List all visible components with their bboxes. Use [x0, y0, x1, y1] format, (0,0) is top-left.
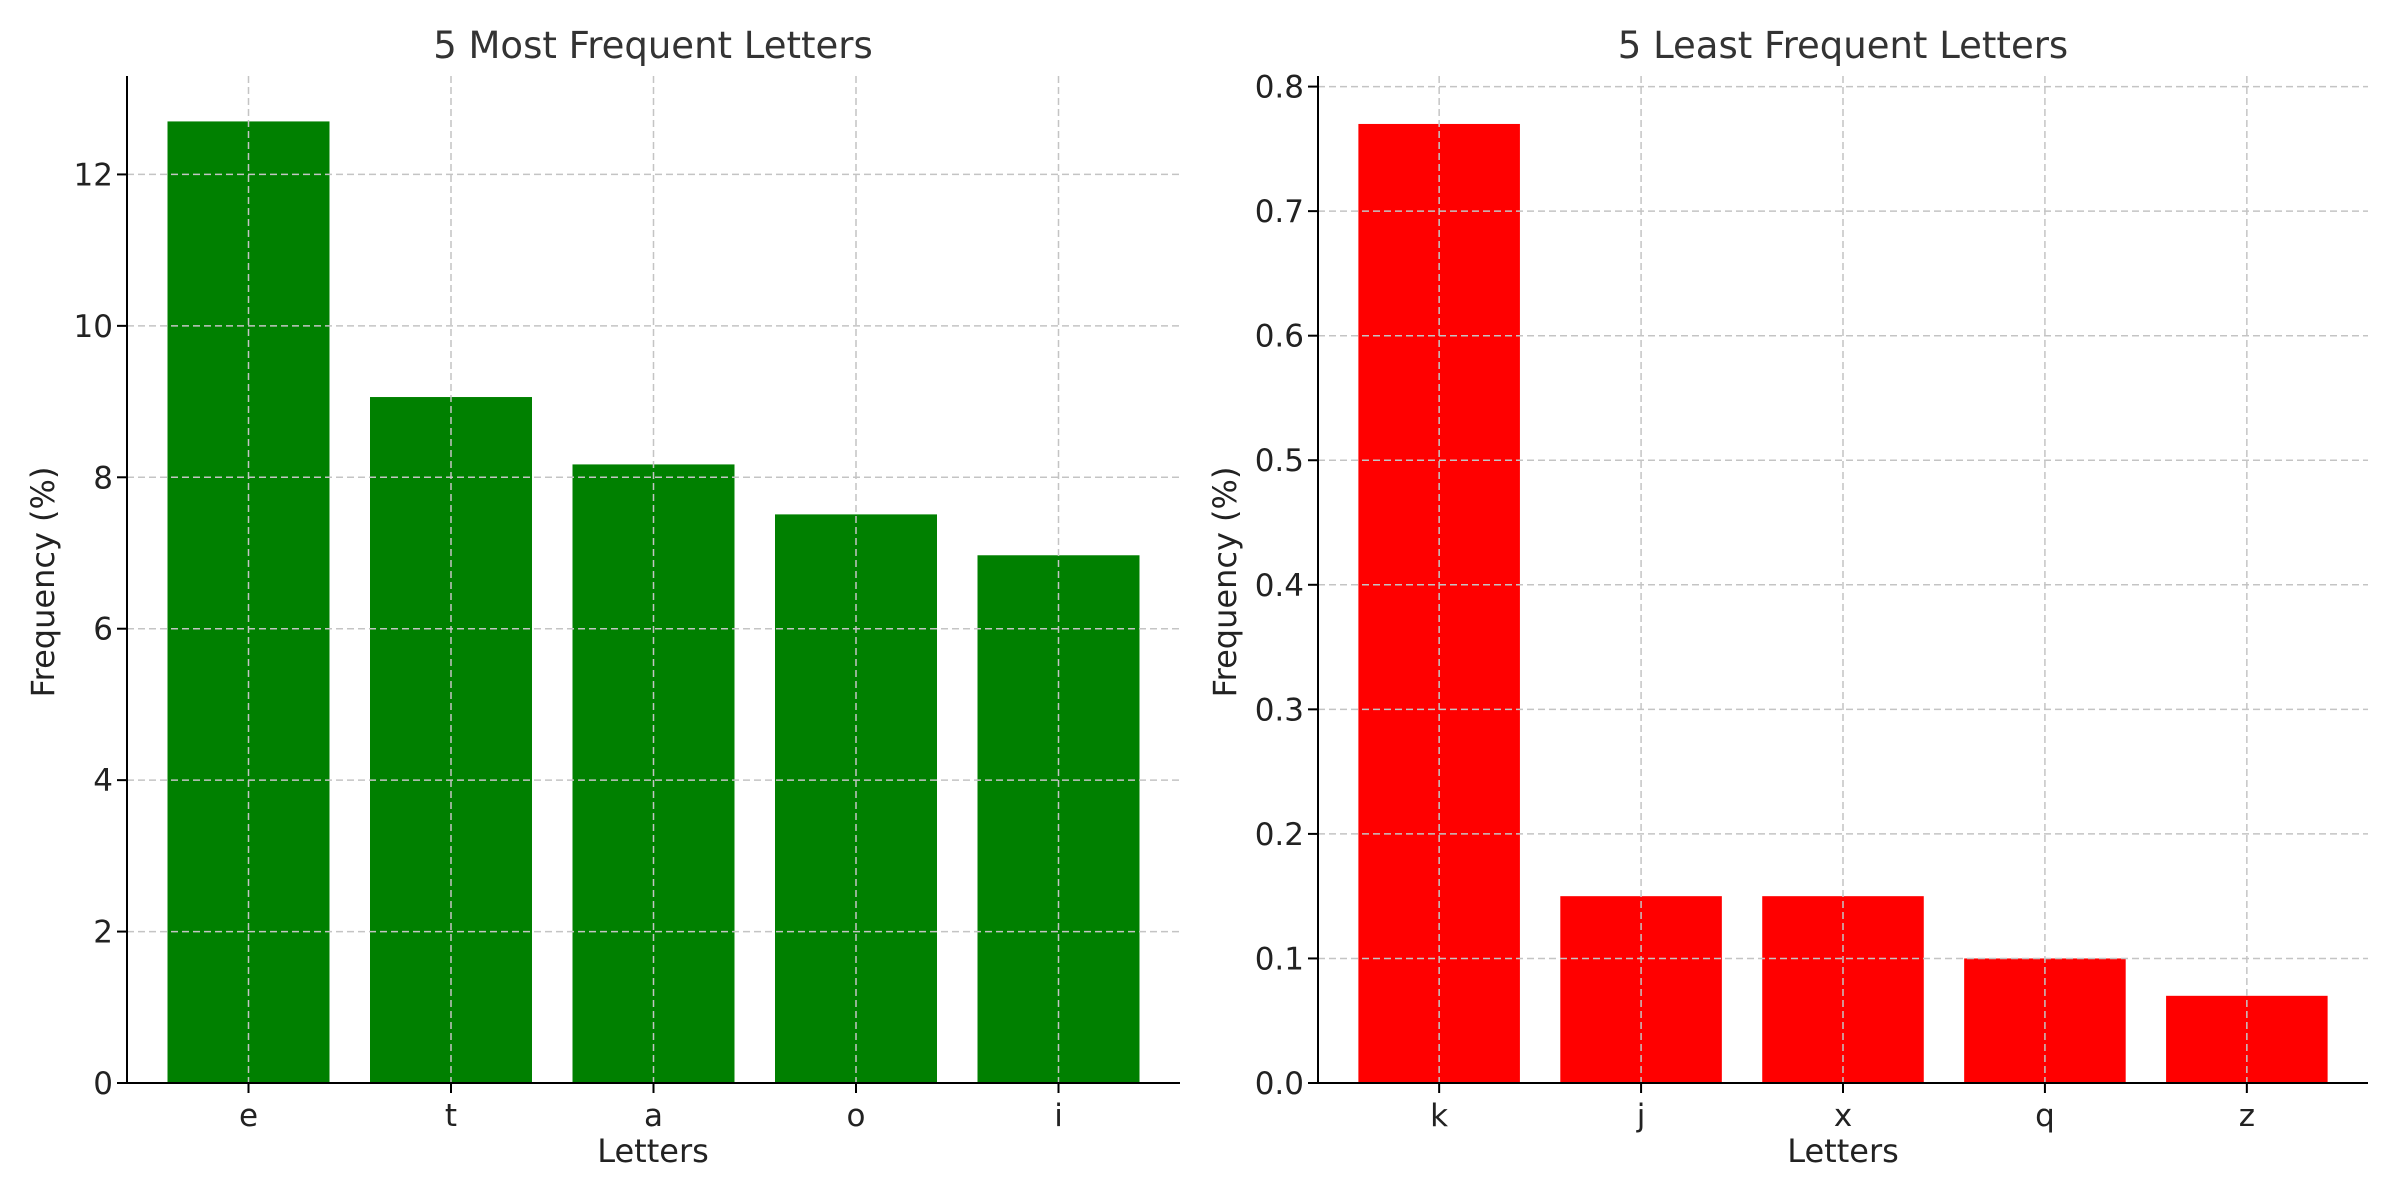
grid [127, 76, 1180, 1084]
y-tick-label: 0.6 [1255, 319, 1304, 355]
chart-title: 5 Most Frequent Letters [433, 24, 873, 67]
x-tick-label: i [1054, 1098, 1063, 1134]
x-tick-label: x [1834, 1098, 1852, 1134]
bar-e [167, 121, 330, 1083]
y-tick-label: 0.8 [1255, 70, 1304, 106]
x-tick-label: t [445, 1098, 457, 1134]
y-tick-label: 0.2 [1255, 817, 1304, 853]
tick-labels: 0.0 0.1 0.2 0.3 0.4 0.5 0.6 0.7 0.8 k j x q z [1255, 70, 2255, 1134]
x-tick-label: j [1636, 1098, 1646, 1134]
chart-title: 5 Least Frequent Letters [1618, 24, 2068, 67]
y-tick-label: 4 [93, 763, 113, 799]
y-tick-label: 2 [93, 915, 113, 951]
x-axis-label: Letters [597, 1132, 709, 1170]
y-tick-label: 10 [74, 309, 113, 345]
y-tick-label: 12 [74, 157, 113, 193]
x-tick-label: a [644, 1098, 663, 1134]
y-axis-label: Frequency (%) [1206, 467, 1244, 698]
x-tick-label: z [2239, 1098, 2255, 1134]
y-axis-label: Frequency (%) [24, 467, 62, 698]
y-tick-label: 0.0 [1255, 1066, 1304, 1102]
y-tick-label: 0.1 [1255, 941, 1304, 977]
x-axis-label: Letters [1787, 1132, 1899, 1170]
chart-panel-least-frequent: 5 Least Frequent Letters 0.0 0.1 0.2 0.3 0.4… [1206, 24, 2368, 1170]
y-tick-label: 0.7 [1255, 194, 1304, 230]
x-tick-label: o [847, 1098, 866, 1134]
y-tick-label: 0.4 [1255, 568, 1304, 604]
y-tick-label: 0.5 [1255, 443, 1304, 479]
axes [1308, 76, 2368, 1093]
tick-labels: 0 2 4 6 8 10 12 e t a o i [74, 157, 1063, 1134]
chart-panel-most-frequent: 5 Most Frequent Letters 0 2 4 6 8 10 12 e t a o i L… [24, 24, 1180, 1170]
y-tick-label: 6 [93, 612, 113, 648]
x-tick-label: q [2035, 1098, 2055, 1134]
axes [117, 76, 1180, 1093]
y-tick-label: 8 [93, 460, 113, 496]
x-tick-label: k [1430, 1098, 1448, 1134]
y-tick-label: 0 [93, 1066, 113, 1102]
x-tick-label: e [239, 1098, 258, 1134]
bar-q [1964, 958, 2126, 1083]
y-tick-label: 0.3 [1255, 692, 1304, 728]
